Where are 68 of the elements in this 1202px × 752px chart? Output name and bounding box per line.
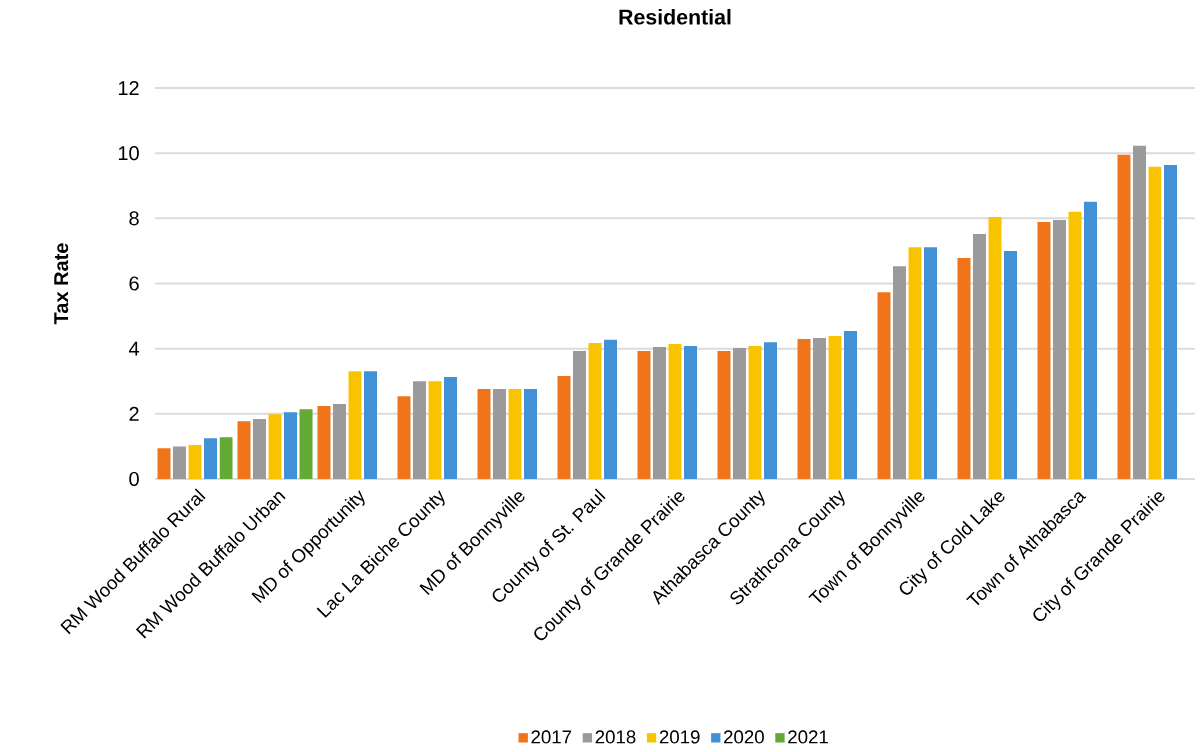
bar	[748, 346, 762, 479]
bar	[157, 448, 171, 479]
bar	[1068, 211, 1082, 479]
legend-label: 2019	[659, 730, 700, 744]
legend-label: 2021	[788, 730, 828, 744]
bar	[348, 371, 362, 479]
bar	[364, 371, 378, 479]
bar	[444, 377, 458, 479]
bar	[844, 331, 858, 479]
bar	[988, 217, 1002, 479]
y-tick-label: 8	[129, 211, 139, 226]
y-tick-label: 6	[129, 276, 139, 291]
bar	[733, 348, 746, 479]
bar	[1164, 164, 1178, 479]
bar	[717, 350, 731, 479]
bar	[557, 376, 571, 479]
bar	[524, 389, 538, 479]
legend-label: 2017	[531, 730, 572, 744]
y-tick-label: 12	[118, 81, 139, 95]
bar	[668, 344, 682, 479]
bar	[797, 338, 811, 479]
bar	[957, 258, 971, 479]
bar	[237, 421, 251, 479]
bar	[299, 409, 313, 479]
bar	[877, 292, 891, 479]
bar	[508, 389, 522, 479]
bar	[764, 342, 778, 479]
legend-label: 2018	[595, 730, 636, 744]
legend-label: 2020	[724, 730, 764, 744]
bar	[173, 446, 186, 479]
bar	[1037, 221, 1051, 479]
bar	[317, 406, 331, 479]
bar	[684, 346, 698, 479]
y-tick-label: 0	[129, 471, 139, 487]
bar	[588, 343, 602, 479]
y-tick-label: 2	[129, 406, 139, 421]
bar	[1133, 145, 1146, 479]
bar	[1117, 154, 1131, 479]
bar	[604, 339, 618, 479]
bar	[428, 381, 442, 479]
bar	[908, 247, 922, 479]
bar	[973, 233, 986, 479]
bar	[204, 438, 218, 479]
bar	[268, 414, 282, 479]
bar	[413, 381, 426, 479]
bar	[333, 404, 346, 479]
bar	[828, 335, 842, 479]
bar	[653, 347, 666, 479]
bar	[1148, 166, 1162, 479]
bar	[573, 350, 586, 479]
bar	[1053, 219, 1066, 479]
bar	[477, 389, 491, 479]
bar	[1084, 201, 1098, 479]
y-tick-label: 10	[118, 146, 139, 161]
bar	[397, 396, 411, 479]
bar	[493, 389, 506, 479]
bar	[1004, 250, 1018, 479]
chart-title: Residential	[619, 8, 731, 25]
bar	[924, 247, 938, 479]
y-tick-label: 4	[128, 341, 140, 356]
y-axis-title: Tax Rate	[54, 243, 69, 325]
bar	[637, 350, 651, 479]
bar	[893, 266, 906, 479]
bar	[188, 445, 202, 479]
bar	[253, 419, 266, 479]
bar	[219, 437, 233, 479]
bar	[284, 412, 298, 479]
bar	[813, 337, 826, 479]
